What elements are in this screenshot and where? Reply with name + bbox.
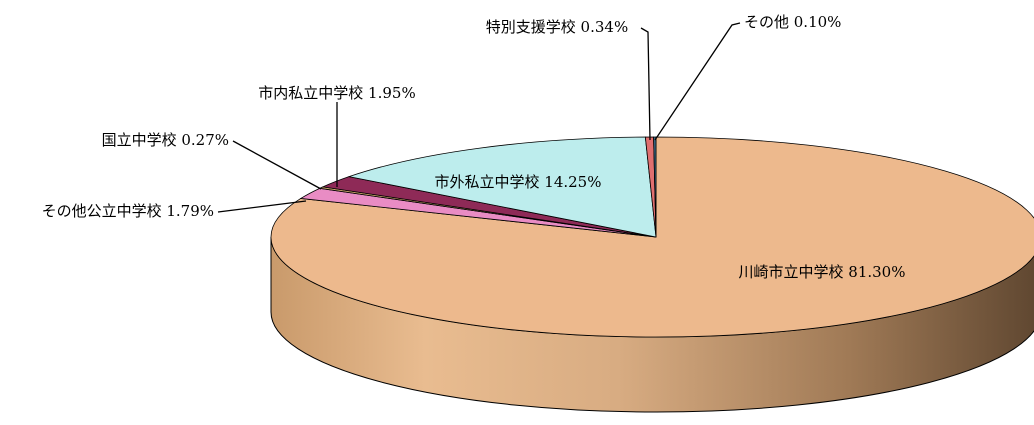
leader-line-特別支援学校 (640, 27, 651, 141)
pie-slices (270, 136, 1034, 338)
leader-line-国立中学校 (232, 140, 322, 190)
slice-label-市内私立中学校: 市内私立中学校 1.95% (258, 84, 415, 102)
slice-label-国立中学校: 国立中学校 0.27% (102, 131, 229, 149)
leader-line-その他公立中学校 (217, 200, 307, 213)
slice-label-その他: その他 0.10% (744, 13, 841, 31)
leader-lines (217, 22, 741, 213)
slice-label-市外私立中学校: 市外私立中学校 14.25% (435, 173, 602, 191)
slice-label-特別支援学校: 特別支援学校 0.34% (486, 18, 628, 36)
slice-label-川崎市立中学校: 川崎市立中学校 81.30% (739, 263, 906, 281)
pie-slice-市外私立中学校 (347, 136, 657, 238)
leader-line-その他 (654, 22, 741, 141)
slice-labels: 川崎市立中学校 81.30% その他公立中学校 1.79% 国立中学校 0.27% 市… (42, 13, 906, 281)
pie-slice-その他 (653, 136, 657, 238)
slice-label-その他公立中学校: その他公立中学校 1.79% (42, 202, 214, 220)
